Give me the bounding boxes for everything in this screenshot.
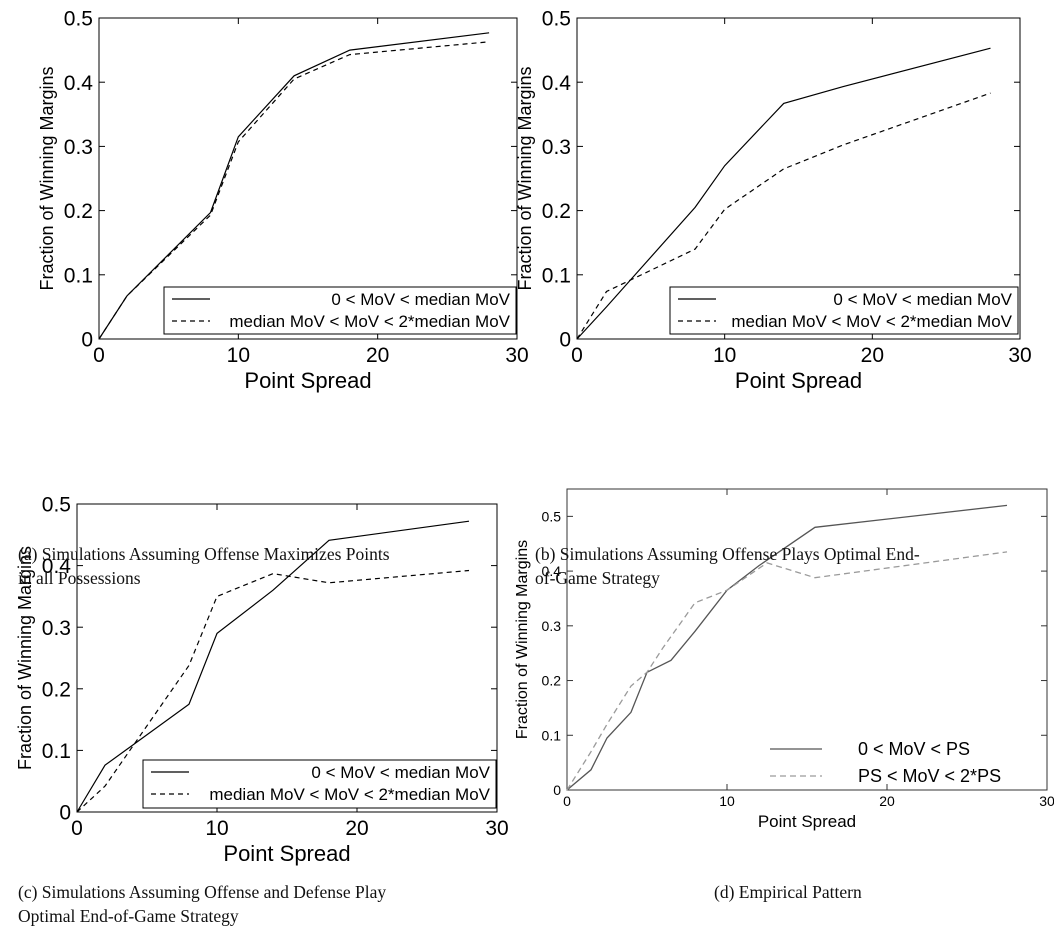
y-tick-label: 0.1 — [42, 740, 71, 763]
caption-c: (c) Simulations Assuming Offense and Def… — [18, 880, 386, 928]
x-axis-label: Point Spread — [223, 841, 350, 866]
series-line-solid — [76, 520, 470, 813]
x-axis-label: Point Spread — [758, 812, 856, 831]
x-tick-label: 30 — [1039, 793, 1054, 809]
y-tick-label: 0.4 — [542, 72, 572, 95]
y-axis-label: Fraction of Winning Margins — [15, 546, 35, 770]
y-tick-label: 0.5 — [42, 494, 71, 517]
x-tick-label: 30 — [505, 344, 528, 367]
x-tick-label: 10 — [719, 793, 735, 809]
caption-b-line-1: (b) Simulations Assuming Offense Plays O… — [535, 544, 920, 564]
caption-c-line-2: Optimal End-of-Game Strategy — [18, 906, 239, 926]
chart-a: 0 10 20 30 0 0.1 0.2 0.3 0.4 0.5 Point Spread Fract… — [37, 8, 529, 393]
y-tick-label: 0.1 — [64, 264, 93, 287]
x-tick-label: 20 — [366, 344, 389, 367]
legend-label: median MoV < MoV < 2*median MoV — [731, 312, 1012, 331]
chart-c: 0 10 20 30 0 0.1 0.2 0.3 0.4 0.5 Point Spread Fract… — [15, 494, 509, 866]
series-line-solid — [576, 47, 991, 340]
series-line-dashed — [576, 92, 991, 340]
legend-box — [142, 759, 497, 809]
legend-box — [669, 286, 1019, 335]
caption-b: (b) Simulations Assuming Offense Plays O… — [535, 542, 920, 590]
y-axis-label: Fraction of Winning Margins — [37, 66, 57, 290]
x-tick-label: 20 — [345, 817, 368, 840]
legend: 0 < MoV < median MoV median MoV < MoV < 2… — [142, 759, 497, 809]
x-tick-label: 0 — [563, 793, 571, 809]
plot-frame — [76, 503, 498, 813]
y-tick-label: 0.3 — [542, 136, 571, 159]
series-line-dashed — [76, 569, 470, 813]
caption-a-line-1: (a) Simulations Assuming Offense Maximiz… — [18, 544, 390, 564]
caption-b-line-2: of-Game Strategy — [535, 568, 660, 588]
y-tick-label: 0.1 — [542, 264, 571, 287]
legend: 0 < MoV < PS PS < MoV < 2*PS — [770, 739, 1001, 786]
y-axis-label: Fraction of Winning Margins — [515, 66, 535, 290]
series-line-solid — [566, 504, 1008, 791]
legend-label: median MoV < MoV < 2*median MoV — [229, 312, 510, 331]
y-tick-label: 0.4 — [542, 563, 562, 579]
legend-label: PS < MoV < 2*PS — [858, 766, 1001, 786]
x-tick-label: 30 — [485, 817, 508, 840]
y-tick-label: 0.2 — [64, 200, 93, 223]
x-axis-label: Point Spread — [244, 368, 371, 393]
y-tick-label: 0 — [553, 782, 561, 798]
legend-box — [163, 286, 517, 335]
legend-label: 0 < MoV < median MoV — [833, 290, 1012, 309]
y-tick-label: 0.2 — [542, 200, 571, 223]
x-tick-label: 30 — [1008, 344, 1031, 367]
caption-d-line-1: (d) Empirical Pattern — [714, 882, 862, 902]
legend-label: 0 < MoV < median MoV — [311, 763, 490, 782]
caption-a-line-2: in all Possessions — [18, 568, 141, 588]
legend-label: 0 < MoV < PS — [858, 739, 970, 759]
x-tick-label: 10 — [227, 344, 250, 367]
x-tick-label: 10 — [205, 817, 228, 840]
plot-frame — [576, 17, 1021, 340]
y-tick-label: 0.2 — [42, 678, 71, 701]
y-axis-label: Fraction of Winning Margins — [514, 540, 531, 739]
y-tick-label: 0.1 — [542, 727, 562, 743]
caption-d: (d) Empirical Pattern — [714, 880, 862, 904]
plot-frame — [566, 488, 1048, 791]
y-tick-label: 0.5 — [64, 8, 93, 31]
y-tick-label: 0 — [59, 802, 71, 825]
caption-c-line-1: (c) Simulations Assuming Offense and Def… — [18, 882, 387, 902]
y-tick-label: 0.4 — [64, 72, 94, 95]
y-tick-label: 0.5 — [542, 8, 571, 31]
y-tick-label: 0.2 — [542, 673, 562, 689]
y-tick-label: 0.5 — [542, 508, 562, 524]
series-line-dashed — [566, 551, 1008, 791]
caption-a: (a) Simulations Assuming Offense Maximiz… — [18, 542, 390, 590]
series-line-dashed — [98, 41, 490, 340]
y-tick-label: 0.3 — [542, 618, 562, 634]
legend-label: 0 < MoV < median MoV — [331, 290, 510, 309]
y-tick-label: 0 — [559, 329, 571, 352]
y-tick-label: 0 — [81, 329, 93, 352]
legend: 0 < MoV < median MoV median MoV < MoV < 2… — [669, 286, 1019, 335]
plot-frame — [98, 17, 518, 340]
x-axis-label: Point Spread — [735, 368, 862, 393]
x-tick-label: 20 — [879, 793, 895, 809]
legend: 0 < MoV < median MoV median MoV < MoV < 2… — [163, 286, 517, 335]
y-tick-label: 0.3 — [42, 617, 71, 640]
x-tick-label: 0 — [571, 344, 583, 367]
chart-d: 0 10 20 30 0 0.1 0.2 0.3 0.4 0.5 Point Spread Fract… — [514, 488, 1054, 831]
series-line-solid — [98, 32, 490, 340]
x-tick-label: 20 — [861, 344, 884, 367]
x-tick-label: 0 — [93, 344, 105, 367]
x-tick-label: 10 — [713, 344, 736, 367]
y-tick-label: 0.3 — [64, 136, 93, 159]
y-tick-label: 0.4 — [42, 555, 72, 578]
legend-label: median MoV < MoV < 2*median MoV — [209, 785, 490, 804]
chart-b: 0 10 20 30 0 0.1 0.2 0.3 0.4 0.5 Point Spread Fract… — [515, 8, 1032, 393]
x-tick-label: 0 — [71, 817, 83, 840]
